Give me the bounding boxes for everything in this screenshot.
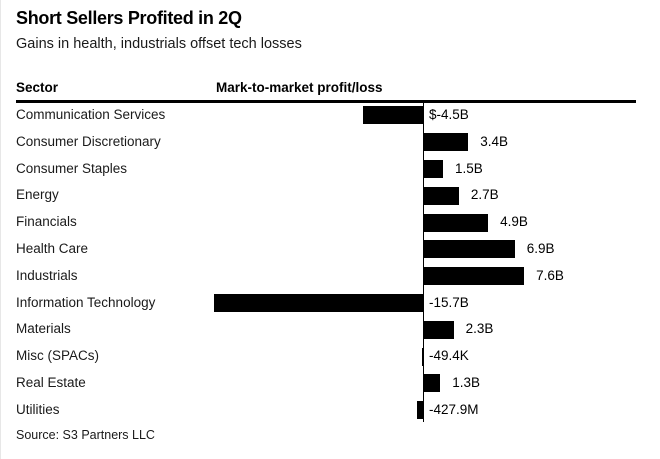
chart-row: Consumer Staples 1.5B [1,156,660,183]
chart-rows: Communication Services $-4.5B Consumer Dis… [1,102,660,424]
value-label: 4.9B [500,214,528,230]
bar [363,106,423,125]
value-label: 1.3B [452,375,481,390]
sector-label: Information Technology [16,294,156,310]
bar [214,293,423,312]
chart-row: Financials 4.9B [1,209,660,236]
column-header-value: Mark-to-market profit/loss [216,80,383,95]
chart-row: Energy 2.7B [1,182,660,209]
value-label: -427.9M [429,401,479,417]
chart-row: Industrials 7.6B [1,263,660,290]
bar [422,347,423,366]
source-note: Source: S3 Partners LLC [16,428,155,442]
sector-label: Misc (SPACs) [16,348,99,364]
chart-row: Materials 2.3B [1,316,660,343]
value-label: 2.3B [465,321,494,337]
value-label: 6.9B [526,241,555,256]
bar [423,186,459,205]
bar [417,401,423,420]
chart-subtitle: Gains in health, industrials offset tech… [16,36,302,52]
bar [423,240,515,259]
value-label: 2.7B [470,187,499,203]
bar [423,159,443,178]
value-label: -15.7B [429,294,469,310]
bar [423,267,525,286]
sector-label: Real Estate [16,375,86,390]
sector-label: Financials [16,214,77,230]
sector-label: Materials [16,321,71,337]
header-rule [16,100,636,103]
value-label: 3.4B [480,133,508,149]
bar [423,374,441,393]
value-label: 7.6B [536,267,564,283]
bar [423,213,489,232]
sector-label: Consumer Staples [16,160,128,176]
value-label: -49.4K [429,348,469,364]
sector-label: Communication Services [16,107,166,122]
sector-label: Utilities [16,401,60,417]
value-label: $-4.5B [429,107,469,122]
chart-title: Short Sellers Profited in 2Q [16,8,242,28]
chart-row: Real Estate 1.3B [1,370,660,397]
column-header-sector: Sector [16,80,59,95]
chart-row: Utilities -427.9M [1,397,660,424]
chart-row: Health Care 6.9B [1,236,660,263]
chart-row: Misc (SPACs) -49.4K [1,343,660,370]
chart-row: Consumer Discretionary 3.4B [1,129,660,156]
bar [423,320,454,339]
zero-baseline [423,103,424,422]
chart-row: Information Technology -15.7B [1,290,660,317]
sector-label: Consumer Discretionary [16,133,161,149]
sector-label: Health Care [16,241,89,256]
value-label: 1.5B [454,160,483,176]
sector-label: Industrials [16,267,78,283]
chart-row: Communication Services $-4.5B [1,102,660,129]
bar [423,133,469,152]
sector-label: Energy [16,187,59,203]
